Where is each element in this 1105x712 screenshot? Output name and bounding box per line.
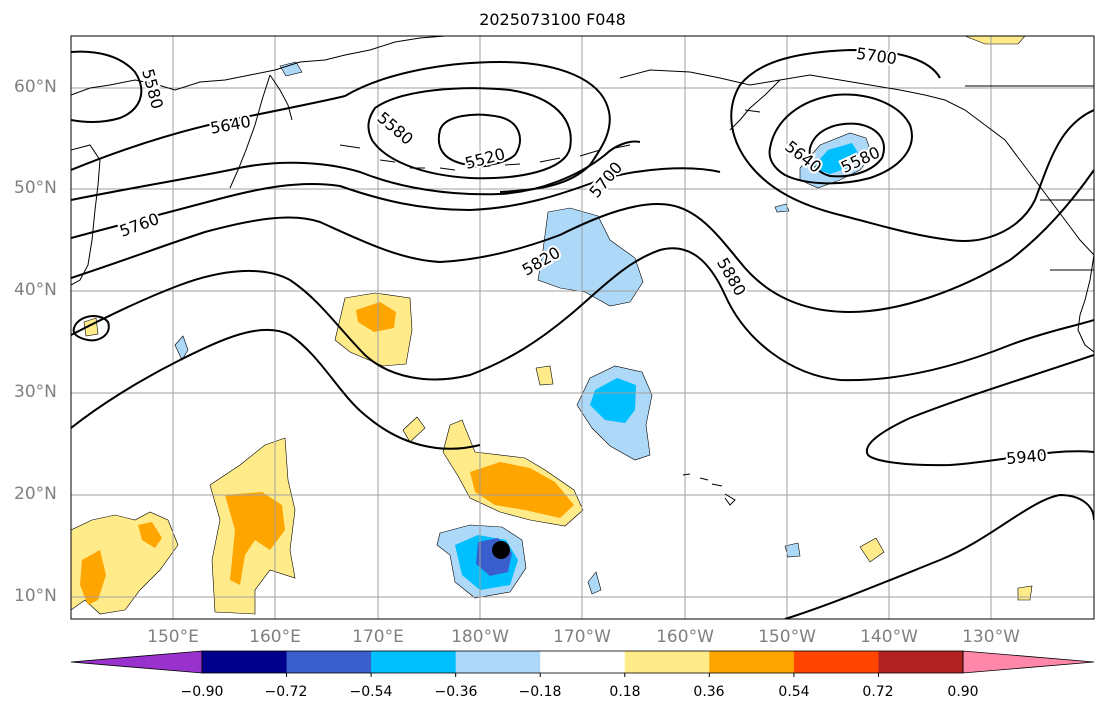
lon-label: 130°W xyxy=(962,627,1020,647)
gridlines xyxy=(71,36,1094,619)
contour-5760 xyxy=(71,167,721,239)
negative-anomaly-core xyxy=(590,378,636,423)
kamchatka-coast xyxy=(229,74,293,189)
lon-label: 160°E xyxy=(249,627,301,647)
contour-label: 5940 xyxy=(1005,446,1047,468)
colorbar-tick-label: 0.54 xyxy=(778,684,810,700)
negative-anomaly-area xyxy=(279,61,303,77)
alaska-coast xyxy=(619,69,1094,256)
contour-5580-central xyxy=(367,87,572,180)
lat-label: 40°N xyxy=(14,280,57,300)
colorbar-frame xyxy=(201,650,964,674)
storm-center-marker xyxy=(492,541,510,559)
colorbar-segment xyxy=(709,651,795,673)
positive-anomaly-core xyxy=(138,522,162,548)
colorbar-tick-label: −0.72 xyxy=(264,684,308,700)
colorbar-segment xyxy=(455,651,541,673)
colorbar-tick-label: −0.90 xyxy=(180,684,224,700)
contour-5880 xyxy=(71,247,1094,382)
colorbar-segment xyxy=(793,651,879,673)
negative-anomaly-area xyxy=(174,335,189,361)
positive-anomaly-core xyxy=(356,302,396,332)
colorbar-tick-label: −0.54 xyxy=(349,684,393,700)
lat-label: 30°N xyxy=(14,382,57,402)
chart-title: 2025073100 F048 xyxy=(479,10,626,29)
map-frame xyxy=(70,35,1095,620)
na-west-coast xyxy=(1077,254,1094,353)
colorbar-tick-label: 0.36 xyxy=(693,684,725,700)
lon-label: 170°E xyxy=(352,627,404,647)
contour-small-loop xyxy=(72,315,110,342)
asia-coast xyxy=(71,36,446,96)
lon-label: 170°W xyxy=(553,627,611,647)
colorbar-tick-label: 0.72 xyxy=(862,684,894,700)
colorbar-tick-label: 0.18 xyxy=(609,684,641,700)
colorbar-segment xyxy=(878,651,964,673)
colorbar-segment xyxy=(624,651,710,673)
contour-5940-west xyxy=(71,328,481,450)
lon-label: 160°W xyxy=(656,627,714,647)
colorbar xyxy=(70,650,1095,677)
positive-anomaly-area xyxy=(859,537,885,563)
contour-southeast xyxy=(784,493,1094,619)
positive-anomaly-core xyxy=(470,462,574,518)
negative-anomaly-area xyxy=(774,203,790,213)
positive-anomaly-area xyxy=(1017,585,1033,601)
lat-label: 60°N xyxy=(14,77,57,97)
contour-5520 xyxy=(437,113,521,167)
contour-5820 xyxy=(71,169,1094,314)
hawaii-islands xyxy=(682,473,736,506)
japan-coast xyxy=(71,144,101,286)
positive-anomaly-area xyxy=(402,416,426,443)
negative-anomaly-area xyxy=(587,571,602,595)
lon-label: 150°E xyxy=(147,627,199,647)
lat-label: 10°N xyxy=(14,586,57,606)
contour-label: 5700 xyxy=(855,44,898,68)
contour-label: 5760 xyxy=(117,209,162,241)
lat-label: 50°N xyxy=(14,178,57,198)
colorbar-segment xyxy=(202,651,288,673)
colorbar-extend-high xyxy=(962,650,1095,674)
contour-label: 5880 xyxy=(713,254,750,299)
coastlines xyxy=(71,36,1094,506)
contour-5940-east xyxy=(865,354,1094,467)
contour-5700-east xyxy=(730,48,1094,242)
height-contours xyxy=(71,48,1094,619)
positive-anomaly-core xyxy=(80,550,106,605)
contour-label: 5580 xyxy=(138,67,167,111)
lon-label: 180°W xyxy=(451,627,509,647)
lat-label: 20°N xyxy=(14,484,57,504)
colorbar-segment xyxy=(540,651,626,673)
colorbar-segment xyxy=(371,651,457,673)
positive-anomaly-core xyxy=(225,492,285,585)
positive-anomaly-area xyxy=(964,36,1026,45)
contour-label: 5520 xyxy=(463,144,507,173)
contour-label: 5580 xyxy=(374,108,417,149)
positive-anomaly-area xyxy=(535,365,554,386)
contour-5580-east xyxy=(808,122,885,178)
contour-5700-west xyxy=(71,140,641,201)
negative-anomaly-core xyxy=(812,143,860,174)
contour-5580-west xyxy=(71,50,143,123)
alaska-peninsula xyxy=(729,79,781,131)
colorbar-tick-label: −0.36 xyxy=(434,684,478,700)
contour-5640 xyxy=(71,60,611,193)
colorbar-tick-label: 0.90 xyxy=(947,684,979,700)
lon-label: 150°W xyxy=(758,627,816,647)
colorbar-extend-low xyxy=(70,650,203,674)
aleutian-islands xyxy=(339,144,631,171)
contour-label: 5640 xyxy=(209,112,252,138)
colorbar-segment xyxy=(286,651,372,673)
colorbar-tick-label: −0.18 xyxy=(518,684,562,700)
lon-label: 140°W xyxy=(860,627,918,647)
na-border xyxy=(965,85,1094,271)
contour-5640-east xyxy=(768,93,913,185)
